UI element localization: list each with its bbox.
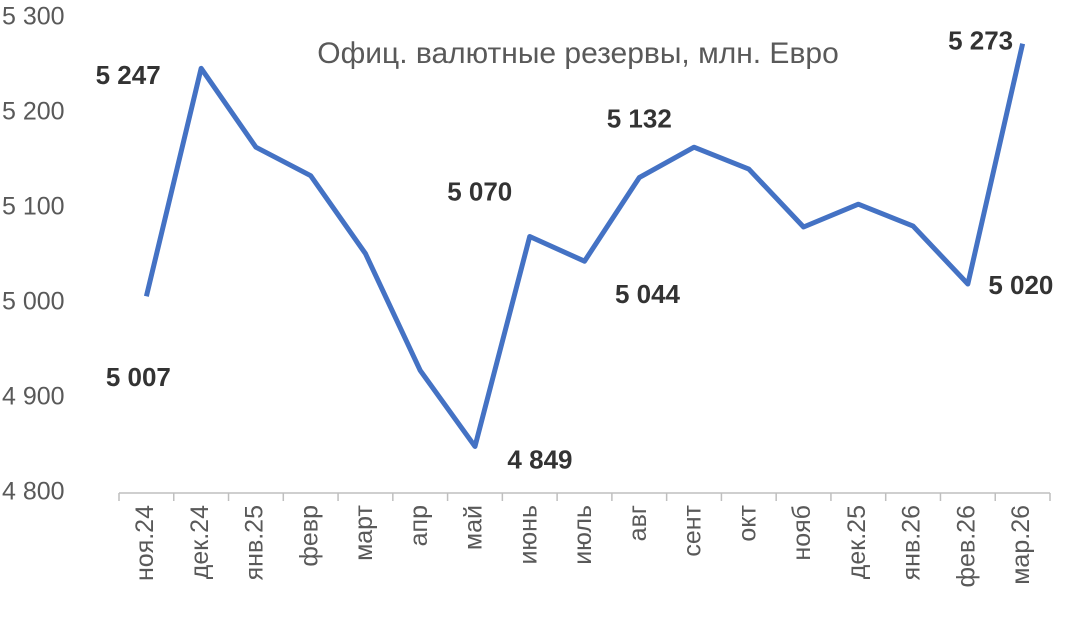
x-tick-label: март [350,504,378,560]
x-tick-label: апр [405,505,433,546]
y-tick-label: 5 000 [2,288,65,316]
data-label: 5 020 [988,270,1053,300]
x-tick-label: окт [733,504,761,541]
x-tick-label: авг [624,505,652,541]
y-tick-label: 5 200 [2,98,65,126]
x-tick-label: янв.26 [898,505,926,580]
y-tick-label: 4 900 [2,383,65,411]
x-tick-label: ноя.24 [131,505,159,581]
data-label: 5 132 [607,103,672,133]
x-tick-label: июль [569,505,597,565]
data-label: 5 044 [615,279,681,309]
x-tick-label: нояб [788,505,816,561]
data-label: 5 247 [96,60,161,90]
x-tick-label: май [460,505,488,550]
data-label: 5 273 [948,26,1013,56]
y-tick-label: 5 100 [2,193,65,221]
data-line [143,43,1026,449]
x-tick-label: фев.26 [952,505,980,588]
data-label: 5 007 [106,362,171,392]
chart-title: Офиц. валютные резервы, млн. Евро [317,37,839,70]
y-tick-label: 5 300 [2,3,65,31]
data-label: 4 849 [507,444,572,474]
y-tick-label: 4 800 [2,478,65,506]
x-tick-label: дек.25 [843,505,871,579]
x-tick-label: дек.24 [186,505,214,579]
data-label: 5 070 [447,176,512,206]
x-tick-label: сент [679,504,707,556]
x-tick-label: июнь [514,505,542,565]
x-tick-label: янв.25 [241,505,269,580]
x-tick-label: мар.26 [1007,505,1035,585]
x-tick-label: февр [295,505,323,567]
